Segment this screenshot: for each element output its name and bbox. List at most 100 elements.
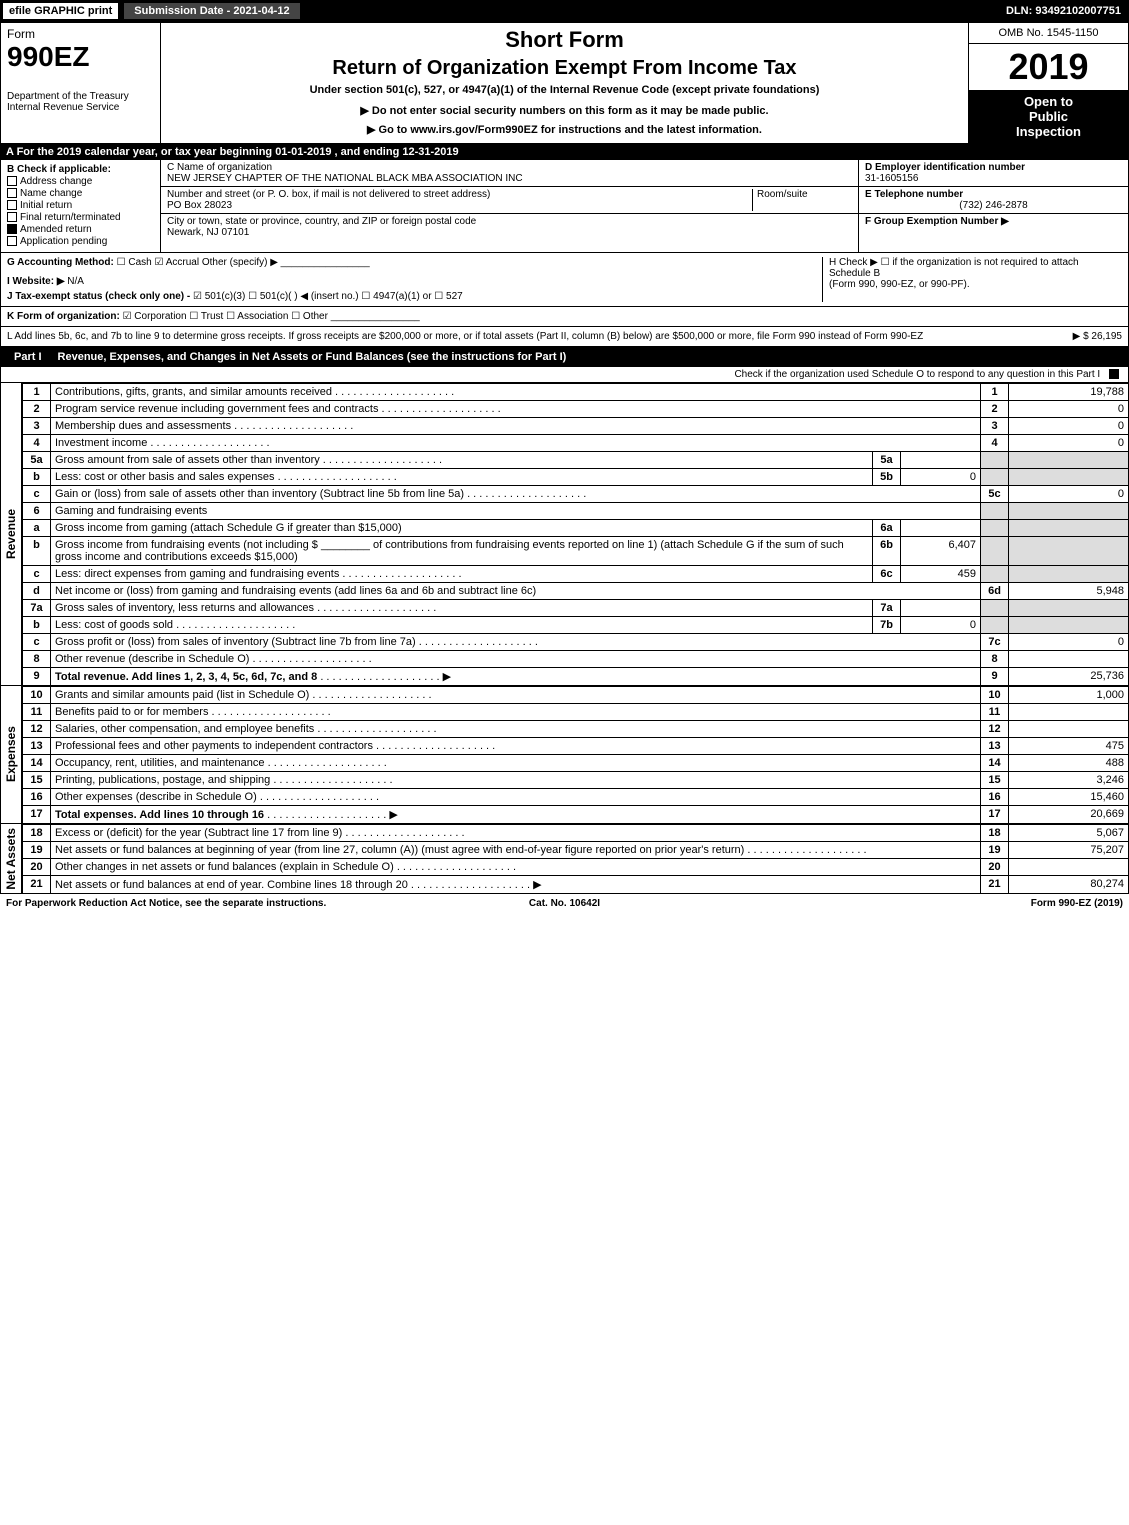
footer-center: Cat. No. 10642I (378, 898, 750, 909)
title-short-form: Short Form (167, 27, 962, 53)
line-8: 8 Other revenue (describe in Schedule O)… (23, 651, 1129, 668)
line-7b: b Less: cost of goods sold 7b 0 (23, 617, 1129, 634)
chk-initial-return[interactable]: Initial return (7, 200, 154, 211)
section-def: D Employer identification number 31-1605… (858, 160, 1128, 252)
revenue-tab: Revenue (4, 509, 18, 559)
part1-subheader: Check if the organization used Schedule … (0, 367, 1129, 383)
section-k: K Form of organization: ☑ Corporation ☐ … (0, 307, 1129, 327)
line-9: 9 Total revenue. Add lines 1, 2, 3, 4, 5… (23, 668, 1129, 686)
dln-label: DLN: 93492102007751 (1006, 5, 1129, 17)
ein-value: 31-1605156 (865, 173, 1122, 184)
efile-print-button[interactable]: efile GRAPHIC print (2, 2, 119, 20)
line-12: 12 Salaries, other compensation, and emp… (23, 721, 1129, 738)
form-number: 990EZ (7, 41, 154, 73)
l-text: L Add lines 5b, 6c, and 7b to line 9 to … (7, 331, 923, 342)
line-21: 21 Net assets or fund balances at end of… (23, 876, 1129, 894)
footer-left: For Paperwork Reduction Act Notice, see … (6, 898, 378, 909)
irs-label: Internal Revenue Service (7, 102, 154, 113)
i-label: I Website: ▶ (7, 276, 65, 287)
section-gh: G Accounting Method: ☐ Cash ☑ Accrual Ot… (0, 253, 1129, 307)
line-4: 4 Investment income 4 0 (23, 435, 1129, 452)
footer-right: Form 990-EZ (2019) (751, 898, 1123, 909)
section-b: B Check if applicable: Address change Na… (1, 160, 161, 252)
line-6a: a Gross income from gaming (attach Sched… (23, 520, 1129, 537)
line-13: 13 Professional fees and other payments … (23, 738, 1129, 755)
ssn-notice: ▶ Do not enter social security numbers o… (167, 104, 962, 117)
subtitle: Under section 501(c), 527, or 4947(a)(1)… (167, 84, 962, 96)
line-20: 20 Other changes in net assets or fund b… (23, 859, 1129, 876)
line-7a: 7a Gross sales of inventory, less return… (23, 600, 1129, 617)
form-word: Form (7, 27, 154, 41)
line-2: 2 Program service revenue including gove… (23, 401, 1129, 418)
revenue-section: Revenue 1 Contributions, gifts, grants, … (0, 383, 1129, 686)
expenses-section: Expenses 10 Grants and similar amounts p… (0, 686, 1129, 824)
line-6b: b Gross income from fundraising events (… (23, 537, 1129, 566)
info-block: B Check if applicable: Address change Na… (0, 160, 1129, 253)
revenue-table: 1 Contributions, gifts, grants, and simi… (22, 383, 1129, 686)
line-5c: c Gain or (loss) from sale of assets oth… (23, 486, 1129, 503)
j-opts[interactable]: ☑ 501(c)(3) ☐ 501(c)( ) ◀ (insert no.) ☐… (193, 291, 463, 302)
header-center: Short Form Return of Organization Exempt… (161, 23, 968, 143)
section-l: L Add lines 5b, 6c, and 7b to line 9 to … (0, 327, 1129, 347)
k-opts[interactable]: ☑ Corporation ☐ Trust ☐ Association ☐ Ot… (123, 311, 328, 322)
line-10: 10 Grants and similar amounts paid (list… (23, 687, 1129, 704)
part1-header: Part I Revenue, Expenses, and Changes in… (0, 347, 1129, 367)
top-bar: efile GRAPHIC print Submission Date - 20… (0, 0, 1129, 22)
line-18: 18 Excess or (deficit) for the year (Sub… (23, 825, 1129, 842)
expenses-tab: Expenses (4, 726, 18, 782)
k-label: K Form of organization: (7, 311, 120, 322)
h-label[interactable]: H Check ▶ ☐ if the organization is not r… (829, 257, 1122, 279)
chk-application-pending[interactable]: Application pending (7, 236, 154, 247)
irs-link[interactable]: ▶ Go to www.irs.gov/Form990EZ for instru… (167, 123, 962, 136)
g-cash[interactable]: ☐ Cash (117, 257, 152, 268)
ein-label: D Employer identification number (865, 162, 1122, 173)
c-name-label: C Name of organization (167, 162, 852, 173)
chk-address-change[interactable]: Address change (7, 176, 154, 187)
group-exemption-label: F Group Exemption Number ▶ (865, 216, 1122, 227)
phone-value: (732) 246-2878 (865, 200, 1122, 211)
line-19: 19 Net assets or fund balances at beginn… (23, 842, 1129, 859)
omb-number: OMB No. 1545-1150 (969, 23, 1128, 44)
h-sub: (Form 990, 990-EZ, or 990-PF). (829, 279, 1122, 290)
line-14: 14 Occupancy, rent, utilities, and maint… (23, 755, 1129, 772)
submission-date-button[interactable]: Submission Date - 2021-04-12 (123, 2, 300, 20)
tax-year: 2019 (969, 44, 1128, 90)
chk-amended-return[interactable]: Amended return (7, 224, 154, 235)
header-right: OMB No. 1545-1150 2019 Open to Public In… (968, 23, 1128, 143)
g-accrual[interactable]: ☑ Accrual (155, 257, 200, 268)
line-17: 17 Total expenses. Add lines 10 through … (23, 806, 1129, 824)
part1-title: Revenue, Expenses, and Changes in Net As… (58, 351, 1123, 363)
period-row: A For the 2019 calendar year, or tax yea… (0, 144, 1129, 160)
netassets-table: 18 Excess or (deficit) for the year (Sub… (22, 824, 1129, 894)
section-c: C Name of organization NEW JERSEY CHAPTE… (161, 160, 858, 252)
phone-label: E Telephone number (865, 189, 1122, 200)
section-b-header: B Check if applicable: (7, 164, 154, 175)
c-city-label: City or town, state or province, country… (167, 216, 852, 227)
expenses-table: 10 Grants and similar amounts paid (list… (22, 686, 1129, 824)
org-name: NEW JERSEY CHAPTER OF THE NATIONAL BLACK… (167, 173, 852, 184)
line-15: 15 Printing, publications, postage, and … (23, 772, 1129, 789)
line-5a: 5a Gross amount from sale of assets othe… (23, 452, 1129, 469)
form-header: Form 990EZ Department of the Treasury In… (0, 22, 1129, 144)
schedule-o-checkbox[interactable] (1109, 369, 1119, 379)
g-other[interactable]: Other (specify) ▶ (202, 257, 278, 268)
title-return: Return of Organization Exempt From Incom… (167, 57, 962, 80)
netassets-section: Net Assets 18 Excess or (deficit) for th… (0, 824, 1129, 894)
line-3: 3 Membership dues and assessments 3 0 (23, 418, 1129, 435)
room-suite-label: Room/suite (757, 189, 852, 200)
g-label: G Accounting Method: (7, 257, 114, 268)
org-city: Newark, NJ 07101 (167, 227, 852, 238)
line-11: 11 Benefits paid to or for members 11 (23, 704, 1129, 721)
chk-name-change[interactable]: Name change (7, 188, 154, 199)
c-addr-label: Number and street (or P. O. box, if mail… (167, 189, 752, 200)
part1-label: Part I (6, 349, 50, 365)
j-label: J Tax-exempt status (check only one) - (7, 291, 190, 302)
line-6: 6 Gaming and fundraising events (23, 503, 1129, 520)
website-value: N/A (67, 276, 84, 287)
line-16: 16 Other expenses (describe in Schedule … (23, 789, 1129, 806)
line-5b: b Less: cost or other basis and sales ex… (23, 469, 1129, 486)
dept-treasury: Department of the Treasury (7, 91, 154, 102)
chk-final-return[interactable]: Final return/terminated (7, 212, 154, 223)
line-1: 1 Contributions, gifts, grants, and simi… (23, 384, 1129, 401)
header-left: Form 990EZ Department of the Treasury In… (1, 23, 161, 143)
